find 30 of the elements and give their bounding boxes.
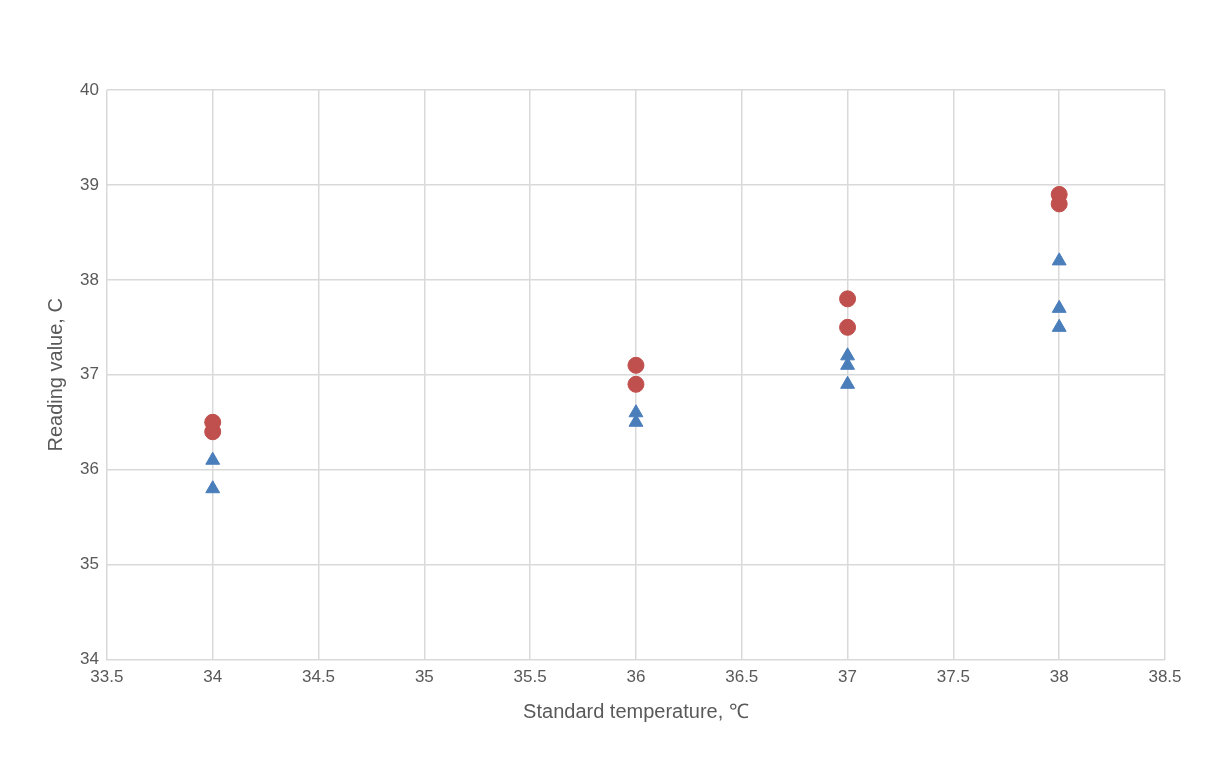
- x-tick-label: 38: [1049, 667, 1069, 687]
- y-tick-label: 34: [79, 649, 99, 669]
- x-tick-label: 36.5: [725, 667, 759, 687]
- x-tick-label: 35: [414, 667, 434, 687]
- point: [1051, 299, 1067, 313]
- point: [205, 480, 221, 494]
- point: [839, 318, 857, 336]
- x-tick-label: 33.5: [90, 667, 124, 687]
- y-tick-label: 39: [79, 174, 99, 194]
- point: [840, 375, 855, 389]
- point: [627, 375, 645, 393]
- x-tick-label: 38.5: [1148, 667, 1182, 687]
- point: [839, 290, 857, 308]
- x-axis-title: Standard temperature, ℃: [523, 699, 749, 722]
- x-tick-label: 37.5: [936, 667, 970, 687]
- y-tick-label: 37: [79, 364, 99, 384]
- x-tick-label: 34: [203, 667, 223, 687]
- y-tick-label: 40: [79, 79, 99, 99]
- y-tick-label: 36: [79, 459, 99, 479]
- x-tick-label: 35.5: [513, 667, 547, 687]
- x-tick-label: 36: [626, 667, 646, 687]
- point: [627, 356, 645, 374]
- x-tick-label: 37: [838, 667, 858, 687]
- point: [1051, 318, 1067, 332]
- y-tick-label: 38: [79, 269, 99, 289]
- point: [1051, 252, 1067, 266]
- y-tick-label: 35: [79, 554, 99, 574]
- point: [205, 451, 221, 465]
- y-axis-title: Reading value, C: [43, 298, 66, 452]
- x-tick-label: 34.5: [301, 667, 336, 687]
